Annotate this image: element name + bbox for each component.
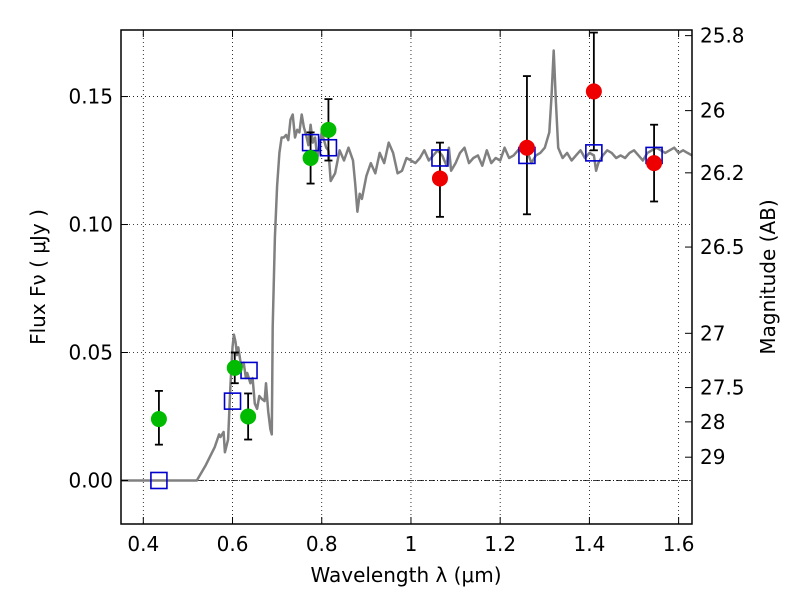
axis-ticks: 0.4 0.6 0.8 1 1.2 1.4 1.6 0.00 0.05 0.10 0.15 25.8 2… <box>68 24 744 556</box>
observed-photometry-points <box>150 83 663 428</box>
model-square-marker <box>319 138 338 157</box>
x-axis-label: Wavelength λ (μm) <box>310 563 501 587</box>
model-square-marker <box>431 149 449 167</box>
spectrum-line <box>121 49 692 482</box>
data-point <box>585 83 602 100</box>
data-point <box>240 408 257 425</box>
x-tick-label: 1.2 <box>484 532 516 556</box>
x-tick-label: 1.4 <box>573 532 605 556</box>
y-tick-label: 0.10 <box>68 213 113 237</box>
data-point <box>518 139 535 156</box>
y-axis-label: Flux Fν ( μJy ) <box>26 209 50 345</box>
x-tick-label: 0.4 <box>127 532 159 556</box>
right-tick-label: 27 <box>700 321 725 345</box>
right-tick-label: 28 <box>700 410 725 434</box>
data-point <box>226 359 243 376</box>
right-tick-label: 26.5 <box>700 235 745 259</box>
y-tick-label: 0.05 <box>68 341 113 365</box>
data-point <box>431 170 448 187</box>
right-tick-label: 27.5 <box>700 376 745 400</box>
x-tick-label: 1 <box>405 532 418 556</box>
x-tick-label: 0.6 <box>217 532 249 556</box>
y-tick-label: 0.15 <box>68 85 113 109</box>
y-tick-label: 0.00 <box>68 468 113 492</box>
model-square-marker <box>585 144 603 162</box>
data-point <box>320 121 337 138</box>
model-spectrum <box>121 49 692 482</box>
model-square-marker <box>223 392 242 410</box>
plot-frame <box>120 29 693 525</box>
model-square-marker <box>150 471 168 490</box>
data-point <box>302 149 319 166</box>
data-point <box>150 411 167 428</box>
right-tick-label: 29 <box>700 445 725 469</box>
x-tick-label: 1.6 <box>663 532 695 556</box>
data-point <box>646 155 663 172</box>
x-tick-label: 0.8 <box>306 532 338 556</box>
right-axis-label: Magnitude (AB) <box>756 199 780 354</box>
right-tick-label: 26.2 <box>700 161 745 185</box>
right-tick-label: 25.8 <box>700 24 745 48</box>
grid-lines <box>121 30 692 524</box>
right-tick-label: 26 <box>700 99 725 123</box>
